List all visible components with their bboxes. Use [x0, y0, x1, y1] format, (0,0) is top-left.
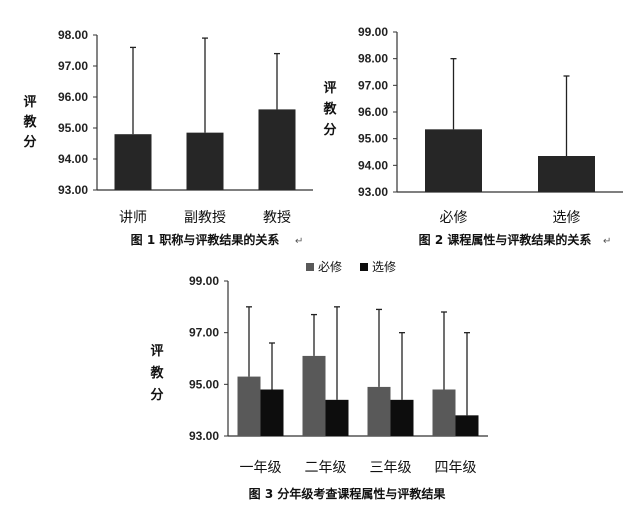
y-axis-label-char: 分	[23, 134, 36, 150]
x-category-label: 必修	[440, 210, 468, 226]
y-axis-label-char: 评	[150, 344, 163, 359]
y-tick-label: 97.00	[189, 326, 219, 340]
legend-swatch	[360, 263, 368, 271]
legend-swatch	[306, 263, 314, 271]
y-tick-label: 95.00	[58, 121, 88, 135]
y-tick-label: 93.00	[358, 185, 388, 199]
y-axis-label-char: 分	[323, 122, 336, 138]
y-axis-label-char: 评	[23, 95, 36, 110]
x-category-label: 教授	[263, 210, 291, 226]
bar-必修-二年级	[302, 355, 326, 436]
bar-选修-四年级	[455, 415, 479, 436]
x-category-label: 一年级	[240, 460, 282, 476]
bar-副教授	[186, 132, 224, 190]
y-axis-label-char: 评	[323, 81, 336, 96]
bar-必修-一年级	[237, 376, 261, 436]
bar-选修-一年级	[260, 389, 284, 436]
y-axis-label-char: 分	[150, 387, 163, 403]
y-tick-label: 99.00	[358, 25, 388, 39]
chart-caption: 图 3 分年级考查课程属性与评教结果	[249, 486, 446, 501]
y-tick-label: 97.00	[358, 78, 388, 92]
y-axis-label-char: 教	[149, 365, 164, 381]
bar-必修-三年级	[367, 386, 391, 436]
bar-必修-四年级	[432, 389, 456, 436]
legend-label: 必修	[318, 259, 342, 274]
bar-选修-三年级	[390, 399, 414, 436]
y-tick-label: 95.00	[189, 377, 219, 391]
chart-caption: 图 2 课程属性与评教结果的关系	[419, 232, 592, 247]
y-tick-label: 95.00	[358, 132, 388, 146]
y-tick-label: 93.00	[58, 183, 88, 197]
y-tick-label: 97.00	[58, 59, 88, 73]
legend-label: 选修	[372, 259, 396, 274]
paragraph-mark: ↵	[295, 236, 303, 247]
bar-教授	[258, 109, 296, 190]
x-category-label: 选修	[553, 210, 581, 226]
x-category-label: 二年级	[305, 460, 347, 476]
y-axis-label-char: 教	[322, 101, 337, 117]
y-tick-label: 99.00	[189, 274, 219, 288]
y-tick-label: 96.00	[58, 90, 88, 104]
chart-caption: 图 1 职称与评教结果的关系	[131, 232, 280, 247]
y-tick-label: 98.00	[58, 28, 88, 42]
bar-必修	[425, 129, 482, 192]
bar-选修	[538, 156, 595, 192]
y-tick-label: 93.00	[189, 429, 219, 443]
y-tick-label: 94.00	[58, 152, 88, 166]
paragraph-mark: ↵	[603, 236, 611, 247]
y-tick-label: 96.00	[358, 105, 388, 119]
x-category-label: 讲师	[119, 210, 147, 226]
y-tick-label: 94.00	[358, 158, 388, 172]
x-category-label: 四年级	[435, 460, 477, 476]
bar-讲师	[114, 134, 152, 190]
x-category-label: 副教授	[184, 210, 226, 226]
bar-选修-二年级	[325, 399, 349, 436]
x-category-label: 三年级	[370, 460, 412, 476]
y-tick-label: 98.00	[358, 52, 388, 66]
y-axis-label-char: 教	[22, 114, 37, 130]
